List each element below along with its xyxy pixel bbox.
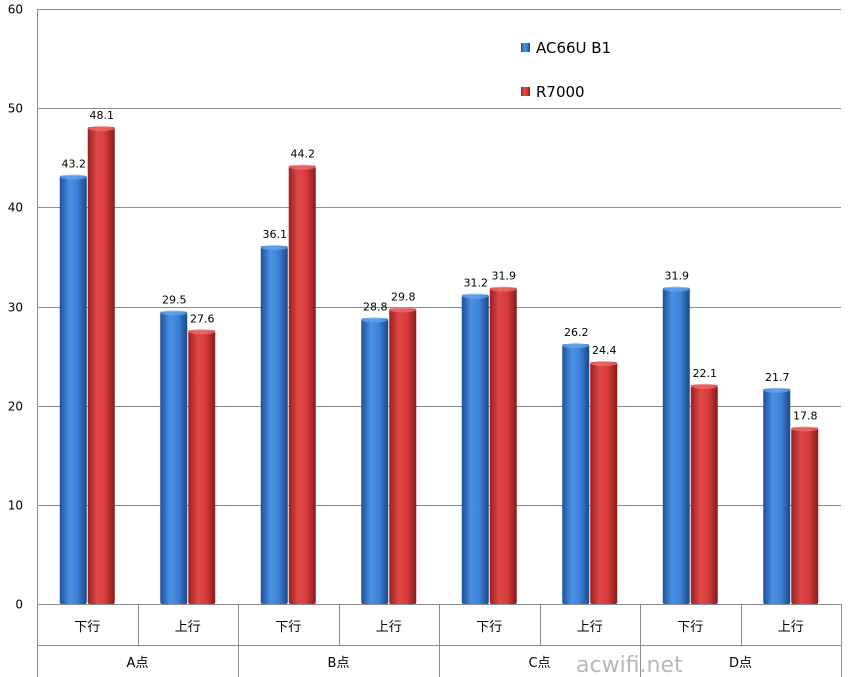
bar xyxy=(763,388,791,604)
data-labels: 43.2 29.5 36.1 28.8 31.2 26.2 31.9 21.7 48.1 27.6… xyxy=(62,109,818,422)
legend-label: AC66U B1 xyxy=(536,39,611,57)
bar-group xyxy=(389,307,417,604)
bar xyxy=(59,175,87,604)
bar-cap xyxy=(562,343,590,349)
bar-group xyxy=(461,293,489,604)
x-category-label: 下行 xyxy=(74,620,100,635)
x-category-label: 上行 xyxy=(778,620,804,635)
bar-group xyxy=(188,329,216,604)
y-tick-label: 10 xyxy=(8,499,23,513)
x-category-label: 上行 xyxy=(376,620,402,635)
x-category-label: 下行 xyxy=(476,620,502,635)
x-category-label: 上行 xyxy=(175,620,201,635)
bar xyxy=(662,287,690,604)
bars xyxy=(59,126,819,604)
data-label: 43.2 xyxy=(62,158,87,171)
bar xyxy=(562,344,590,604)
x-group-label: D点 xyxy=(729,656,752,671)
y-axis: 0 10 20 30 40 50 60 xyxy=(8,3,23,612)
data-label: 27.6 xyxy=(190,312,215,325)
bar-group xyxy=(160,310,188,604)
data-label: 31.9 xyxy=(492,270,517,283)
x-category-label: 下行 xyxy=(677,620,703,635)
data-label: 31.9 xyxy=(665,270,690,283)
gridlines xyxy=(37,9,841,677)
bar xyxy=(489,287,517,604)
data-label: 36.1 xyxy=(263,228,288,241)
x-axis: 下行 上行 下行 上行 下行 上行 下行 上行 A点 B点 C点 D点 xyxy=(37,604,842,677)
bar-group xyxy=(87,126,115,604)
y-tick-label: 40 xyxy=(8,201,23,215)
bar-cap xyxy=(87,126,115,132)
data-label: 17.8 xyxy=(793,409,818,422)
data-label: 28.8 xyxy=(363,300,388,313)
bar xyxy=(361,318,389,604)
legend: AC66U B1 R7000 xyxy=(521,39,611,101)
bar-cap xyxy=(260,245,288,251)
data-label: 26.2 xyxy=(564,326,589,339)
data-label: 22.1 xyxy=(693,367,718,380)
bar xyxy=(389,308,417,604)
bar-cap xyxy=(590,361,618,367)
data-label: 44.2 xyxy=(291,148,316,161)
data-label: 24.4 xyxy=(592,344,617,357)
bar-group xyxy=(288,164,316,604)
bar-group xyxy=(791,426,819,604)
bar-cap xyxy=(160,310,188,316)
bar-cap xyxy=(461,293,489,299)
bar xyxy=(461,294,489,604)
bar-group xyxy=(562,343,590,604)
bar xyxy=(288,165,316,604)
y-tick-label: 0 xyxy=(15,598,23,612)
legend-swatch xyxy=(521,43,530,52)
data-label: 29.5 xyxy=(162,293,187,306)
legend-label: R7000 xyxy=(536,83,585,101)
x-group-label: C点 xyxy=(528,656,550,671)
bar-cap xyxy=(59,174,87,180)
bar xyxy=(260,246,288,604)
data-label: 21.7 xyxy=(765,371,790,384)
y-tick-label: 60 xyxy=(8,3,23,17)
bar-group xyxy=(662,286,690,604)
bar xyxy=(590,362,618,604)
watermark: acwifi.net xyxy=(576,653,683,677)
bar-cap xyxy=(791,426,819,432)
data-label: 48.1 xyxy=(90,109,115,122)
bar-group xyxy=(59,174,87,604)
data-label: 31.2 xyxy=(464,277,489,290)
bar-group xyxy=(590,361,618,604)
bar-cap xyxy=(763,387,791,393)
bar xyxy=(160,311,188,604)
x-category-label: 上行 xyxy=(577,620,603,635)
data-label: 29.8 xyxy=(391,290,416,303)
bar-group xyxy=(690,383,718,604)
bar-cap xyxy=(288,164,316,170)
bar-cap xyxy=(389,307,417,313)
bar xyxy=(87,127,115,604)
bar xyxy=(791,427,819,604)
bar-group xyxy=(260,245,288,604)
legend-swatch xyxy=(521,87,530,96)
bar-cap xyxy=(361,317,389,323)
bar xyxy=(690,384,718,604)
y-tick-label: 50 xyxy=(8,102,23,116)
bar-cap xyxy=(489,286,517,292)
bar-group xyxy=(489,286,517,604)
x-category-label: 下行 xyxy=(275,620,301,635)
bar xyxy=(188,330,216,604)
x-group-label: B点 xyxy=(328,656,350,671)
bar-cap xyxy=(662,286,690,292)
bar-group xyxy=(763,387,791,604)
bar-cap xyxy=(188,329,216,335)
y-tick-label: 20 xyxy=(8,400,23,414)
y-tick-label: 30 xyxy=(8,301,23,315)
x-group-label: A点 xyxy=(127,656,149,671)
bar-cap xyxy=(690,383,718,389)
bar-group xyxy=(361,317,389,604)
